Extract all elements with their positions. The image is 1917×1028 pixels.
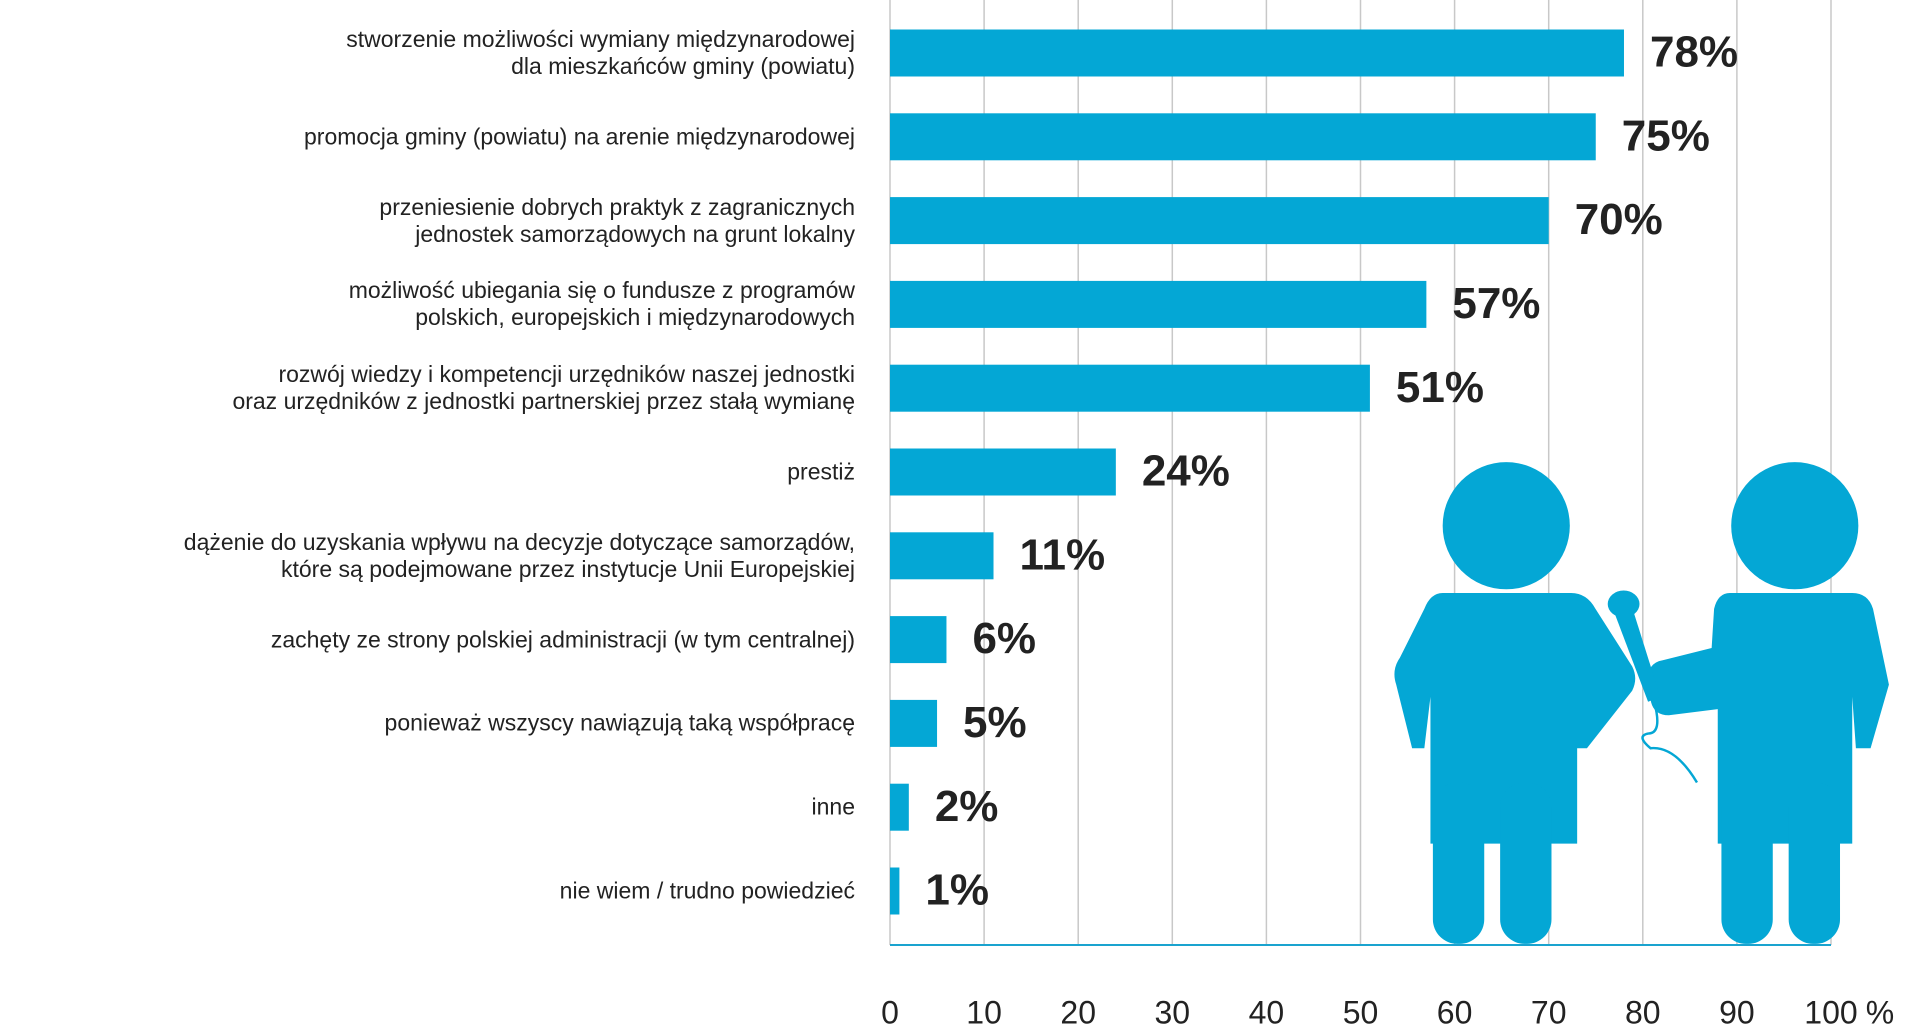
category-label: ponieważ wszyscy nawiązują taką współpra…: [0, 710, 855, 737]
bar: [890, 784, 909, 831]
category-label: możliwość ubiegania się o fundusze z pro…: [0, 277, 855, 331]
value-label: 5%: [963, 698, 1027, 747]
bar: [890, 449, 1116, 496]
bar: [890, 113, 1596, 160]
category-label: promocja gminy (powiatu) na arenie międz…: [0, 123, 855, 150]
category-label: prestiż: [0, 459, 855, 486]
category-label: dążenie do uzyskania wpływu na decyzje d…: [0, 529, 855, 583]
x-tick-label: 100: [1804, 994, 1857, 1028]
x-tick-label: 70: [1531, 994, 1567, 1028]
value-label: 70%: [1575, 195, 1663, 244]
bar: [890, 532, 994, 579]
category-label: stworzenie możliwości wymiany międzynaro…: [0, 26, 855, 80]
value-label: 6%: [972, 614, 1036, 663]
value-label: 57%: [1452, 279, 1540, 328]
category-label: przeniesienie dobrych praktyk z zagranic…: [0, 194, 855, 248]
value-label: 75%: [1622, 111, 1710, 160]
x-tick-label: 60: [1437, 994, 1473, 1028]
bar: [890, 197, 1549, 244]
x-tick-label: 50: [1343, 994, 1379, 1028]
bar: [890, 868, 899, 915]
chart: 78% 75% 70% 57% 51% 24% 11% 6% 5% 2% 1% 0 10 20 30 40 5…: [0, 0, 1917, 1028]
x-tick-label: 90: [1719, 994, 1755, 1028]
category-label: nie wiem / trudno powiedzieć: [0, 878, 855, 905]
chart-page: 78% 75% 70% 57% 51% 24% 11% 6% 5% 2% 1% 0 10 20 30 40 5…: [0, 0, 1917, 1028]
value-label: 78%: [1650, 28, 1738, 77]
value-label: 51%: [1396, 363, 1484, 412]
x-tick-label: 30: [1155, 994, 1191, 1028]
value-label: 24%: [1142, 447, 1230, 496]
x-tick-label: 10: [966, 994, 1002, 1028]
x-axis-unit: %: [1866, 994, 1894, 1028]
category-label: zachęty ze strony polskiej administracji…: [0, 626, 855, 653]
value-label: 11%: [1020, 530, 1106, 579]
x-tick-label: 20: [1060, 994, 1096, 1028]
bar: [890, 281, 1426, 328]
x-tick-label: 80: [1625, 994, 1661, 1028]
x-tick-label: 0: [881, 994, 899, 1028]
value-label: 2%: [935, 782, 999, 831]
bar: [890, 616, 946, 663]
category-label: rozwój wiedzy i kompetencji urzędników n…: [0, 361, 855, 415]
category-label: inne: [0, 794, 855, 821]
bar: [890, 700, 937, 747]
value-label: 1%: [925, 866, 989, 915]
bar: [890, 30, 1624, 77]
bar: [890, 365, 1370, 412]
x-tick-label: 40: [1249, 994, 1285, 1028]
people-illustration: [1394, 462, 1888, 944]
